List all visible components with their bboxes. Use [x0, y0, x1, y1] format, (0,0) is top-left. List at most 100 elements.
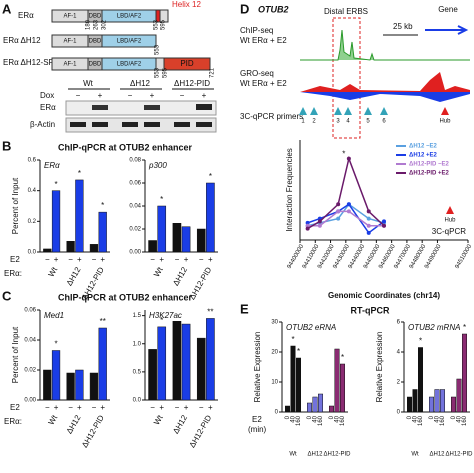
y-tick-label: 4 — [397, 350, 401, 356]
gro-track-minus — [300, 92, 470, 102]
group-label: ERα: — [4, 269, 22, 278]
lane-label: Wt — [83, 79, 94, 88]
domain-label: LBD/AF2 — [117, 62, 142, 68]
domain-label: AF-1 — [63, 14, 77, 20]
erbs-box — [332, 17, 361, 139]
y-tick-label: 1.5 — [133, 313, 142, 319]
residue: 595 — [161, 19, 167, 30]
series-label: − — [45, 255, 50, 264]
residue: 302 — [102, 19, 108, 30]
band — [122, 122, 138, 127]
residue: 553 — [155, 67, 161, 78]
domain-label: DBD — [89, 39, 102, 45]
scale-label: 25 kb — [393, 22, 413, 31]
lane-label: ΔH12-PID — [174, 79, 210, 88]
significance: * — [54, 340, 57, 349]
series-label: 40 — [413, 415, 419, 422]
panel-d: D OTUB2 Distal ERBS 25 kb Gene ChIP-seq … — [240, 1, 470, 139]
domain-label: LBD/AF2 — [117, 14, 142, 20]
panel-a: A ERα ERα ΔH12 ERα ΔH12-SRC2(PID) Helix … — [2, 0, 217, 133]
residue: 263 — [94, 19, 100, 30]
chart-title: OTUB2 mRNA — [408, 323, 460, 332]
bar — [181, 226, 191, 253]
band — [92, 122, 108, 127]
dox-sign: + — [98, 91, 103, 100]
y-tick-label: 1.0 — [133, 341, 142, 347]
point — [305, 226, 310, 231]
dox-sign: + — [150, 91, 155, 100]
series-label: − — [199, 403, 204, 412]
bar — [181, 323, 191, 401]
x-tick-label: Wt — [47, 265, 60, 279]
domain — [159, 9, 169, 23]
x-tick-label: ΔH12-PID — [80, 413, 106, 449]
y-tick-label: 0.04 — [129, 204, 141, 210]
panel-letter: E — [240, 301, 249, 316]
domain-label: DBD — [89, 14, 102, 20]
legend-label: ΔH12 +E2 — [409, 153, 437, 159]
significance: * — [463, 323, 466, 332]
chart-title: ERα — [44, 161, 60, 170]
series-label: + — [159, 403, 164, 412]
significance: * — [160, 195, 163, 204]
gene-name: OTUB2 — [258, 4, 289, 14]
distal-label: Distal ERBS — [324, 7, 368, 16]
residue: 553 — [154, 19, 160, 30]
series-label: + — [100, 255, 105, 264]
bar — [434, 389, 440, 413]
chart-title: p300 — [148, 161, 167, 170]
domain-label: AF-1 — [63, 62, 77, 68]
construct-label: ERα ΔH12 — [3, 36, 41, 45]
pid-label: PID — [180, 59, 194, 68]
significance: ** — [100, 317, 106, 326]
bar — [51, 190, 61, 253]
band — [92, 105, 108, 110]
series-label: 40 — [313, 415, 319, 422]
significance: * — [341, 353, 344, 362]
series-label: 160 — [318, 415, 324, 426]
series-label: + — [54, 403, 59, 412]
bar — [429, 396, 434, 413]
primer-label: 4 — [346, 119, 350, 125]
bar — [329, 405, 334, 413]
bar — [285, 405, 290, 413]
bar — [196, 228, 206, 253]
point — [336, 216, 341, 221]
series-label: − — [68, 403, 73, 412]
bar — [412, 389, 418, 413]
point — [346, 209, 351, 214]
x-tick-label: ΔH12 — [65, 413, 83, 435]
series-label: 0 — [307, 415, 313, 419]
y-axis-label: Interaction Frequencies — [285, 148, 294, 232]
bar — [66, 241, 75, 253]
y-tick-label: 0.06 — [24, 308, 36, 314]
y-tick-label: 0 — [275, 410, 279, 416]
track-label: Wt ERα + E2 — [240, 36, 287, 45]
blot-label: ERα — [40, 103, 56, 112]
primers-label: 3C-qPCR primers — [240, 112, 303, 121]
bar — [440, 389, 445, 413]
series-label: + — [77, 255, 82, 264]
significance: * — [291, 335, 294, 344]
bar — [418, 347, 423, 413]
dox-sign: − — [180, 91, 185, 100]
group-label: ERα: — [4, 417, 22, 426]
hub-label: Hub — [444, 218, 456, 224]
y-axis-label: Relative Expression — [375, 332, 384, 403]
series-label: 40 — [335, 415, 341, 422]
series-line — [307, 155, 385, 230]
y-axis-label: Percent of Input — [11, 177, 20, 234]
chart-title: H3K27ac — [149, 311, 182, 320]
bar — [66, 372, 75, 401]
dox-sign: + — [202, 91, 207, 100]
series-label: − — [68, 255, 73, 264]
series-label: 40 — [435, 415, 441, 422]
bar — [157, 326, 167, 401]
series-label: − — [175, 255, 180, 264]
series-label: + — [208, 403, 213, 412]
bar — [456, 378, 462, 413]
blot — [65, 100, 217, 116]
y-tick-label: 0.2 — [28, 219, 37, 225]
x-tick-label: ΔH12 — [429, 452, 445, 458]
